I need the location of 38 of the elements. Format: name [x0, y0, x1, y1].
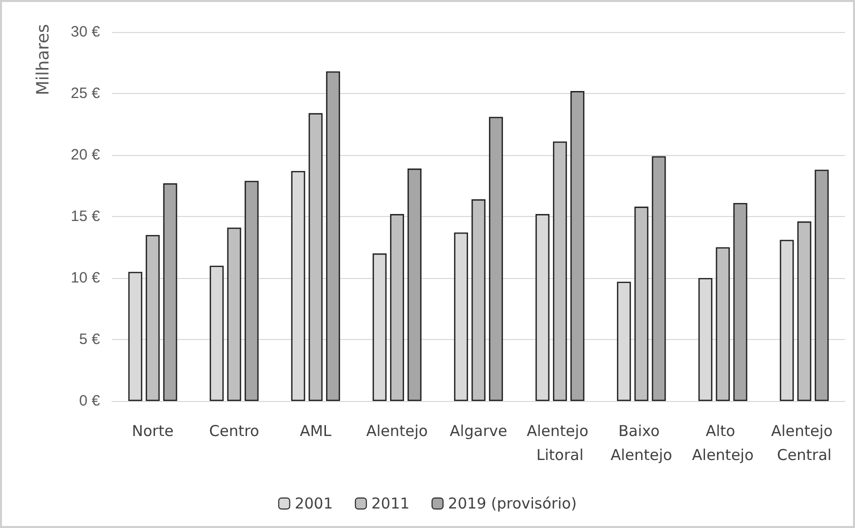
- bar: [733, 202, 748, 401]
- x-tick-label: Norte: [132, 422, 174, 440]
- x-tick-label: Algarve: [450, 422, 508, 440]
- x-tick-label: Alto Alentejo: [692, 422, 754, 464]
- bar: [408, 168, 422, 401]
- bar: [570, 91, 584, 401]
- y-tick-label: 20 €: [70, 146, 101, 164]
- bar: [814, 170, 829, 401]
- x-tick-label: Alentejo: [366, 422, 428, 440]
- x-tick-label: Alentejo Central: [771, 422, 838, 464]
- bar: [488, 116, 503, 401]
- y-tick-label: 15 €: [70, 208, 101, 225]
- bar: [227, 228, 242, 401]
- bar: [652, 156, 666, 401]
- x-tick-label: Alentejo Litoral: [526, 422, 594, 464]
- bar: [552, 141, 567, 401]
- bar: [146, 234, 160, 401]
- y-tick-label: 5 €: [79, 331, 101, 348]
- bar: [634, 206, 648, 401]
- bar: [797, 221, 812, 401]
- y-tick-label: 10 €: [70, 270, 101, 286]
- x-tick-label: AML: [300, 422, 332, 440]
- legend-label: 2019 (provisório): [448, 494, 577, 512]
- y-tick-label: 0 €: [79, 392, 101, 410]
- bar: [472, 199, 486, 401]
- bar: [326, 71, 340, 401]
- bar: [163, 183, 178, 401]
- legend-label: 2001: [294, 494, 333, 512]
- bar: [716, 247, 730, 401]
- y-axis-title: Milhares: [34, 24, 54, 96]
- x-tick-label: Centro: [209, 422, 260, 440]
- legend-label: 2011: [371, 494, 410, 512]
- y-tick-label: 30 €: [70, 24, 101, 40]
- bar: [308, 113, 323, 401]
- x-tick-label: Baixo Alentejo: [610, 422, 672, 464]
- bar: [390, 214, 404, 401]
- y-tick-label: 25 €: [70, 85, 101, 102]
- bar: [244, 180, 259, 401]
